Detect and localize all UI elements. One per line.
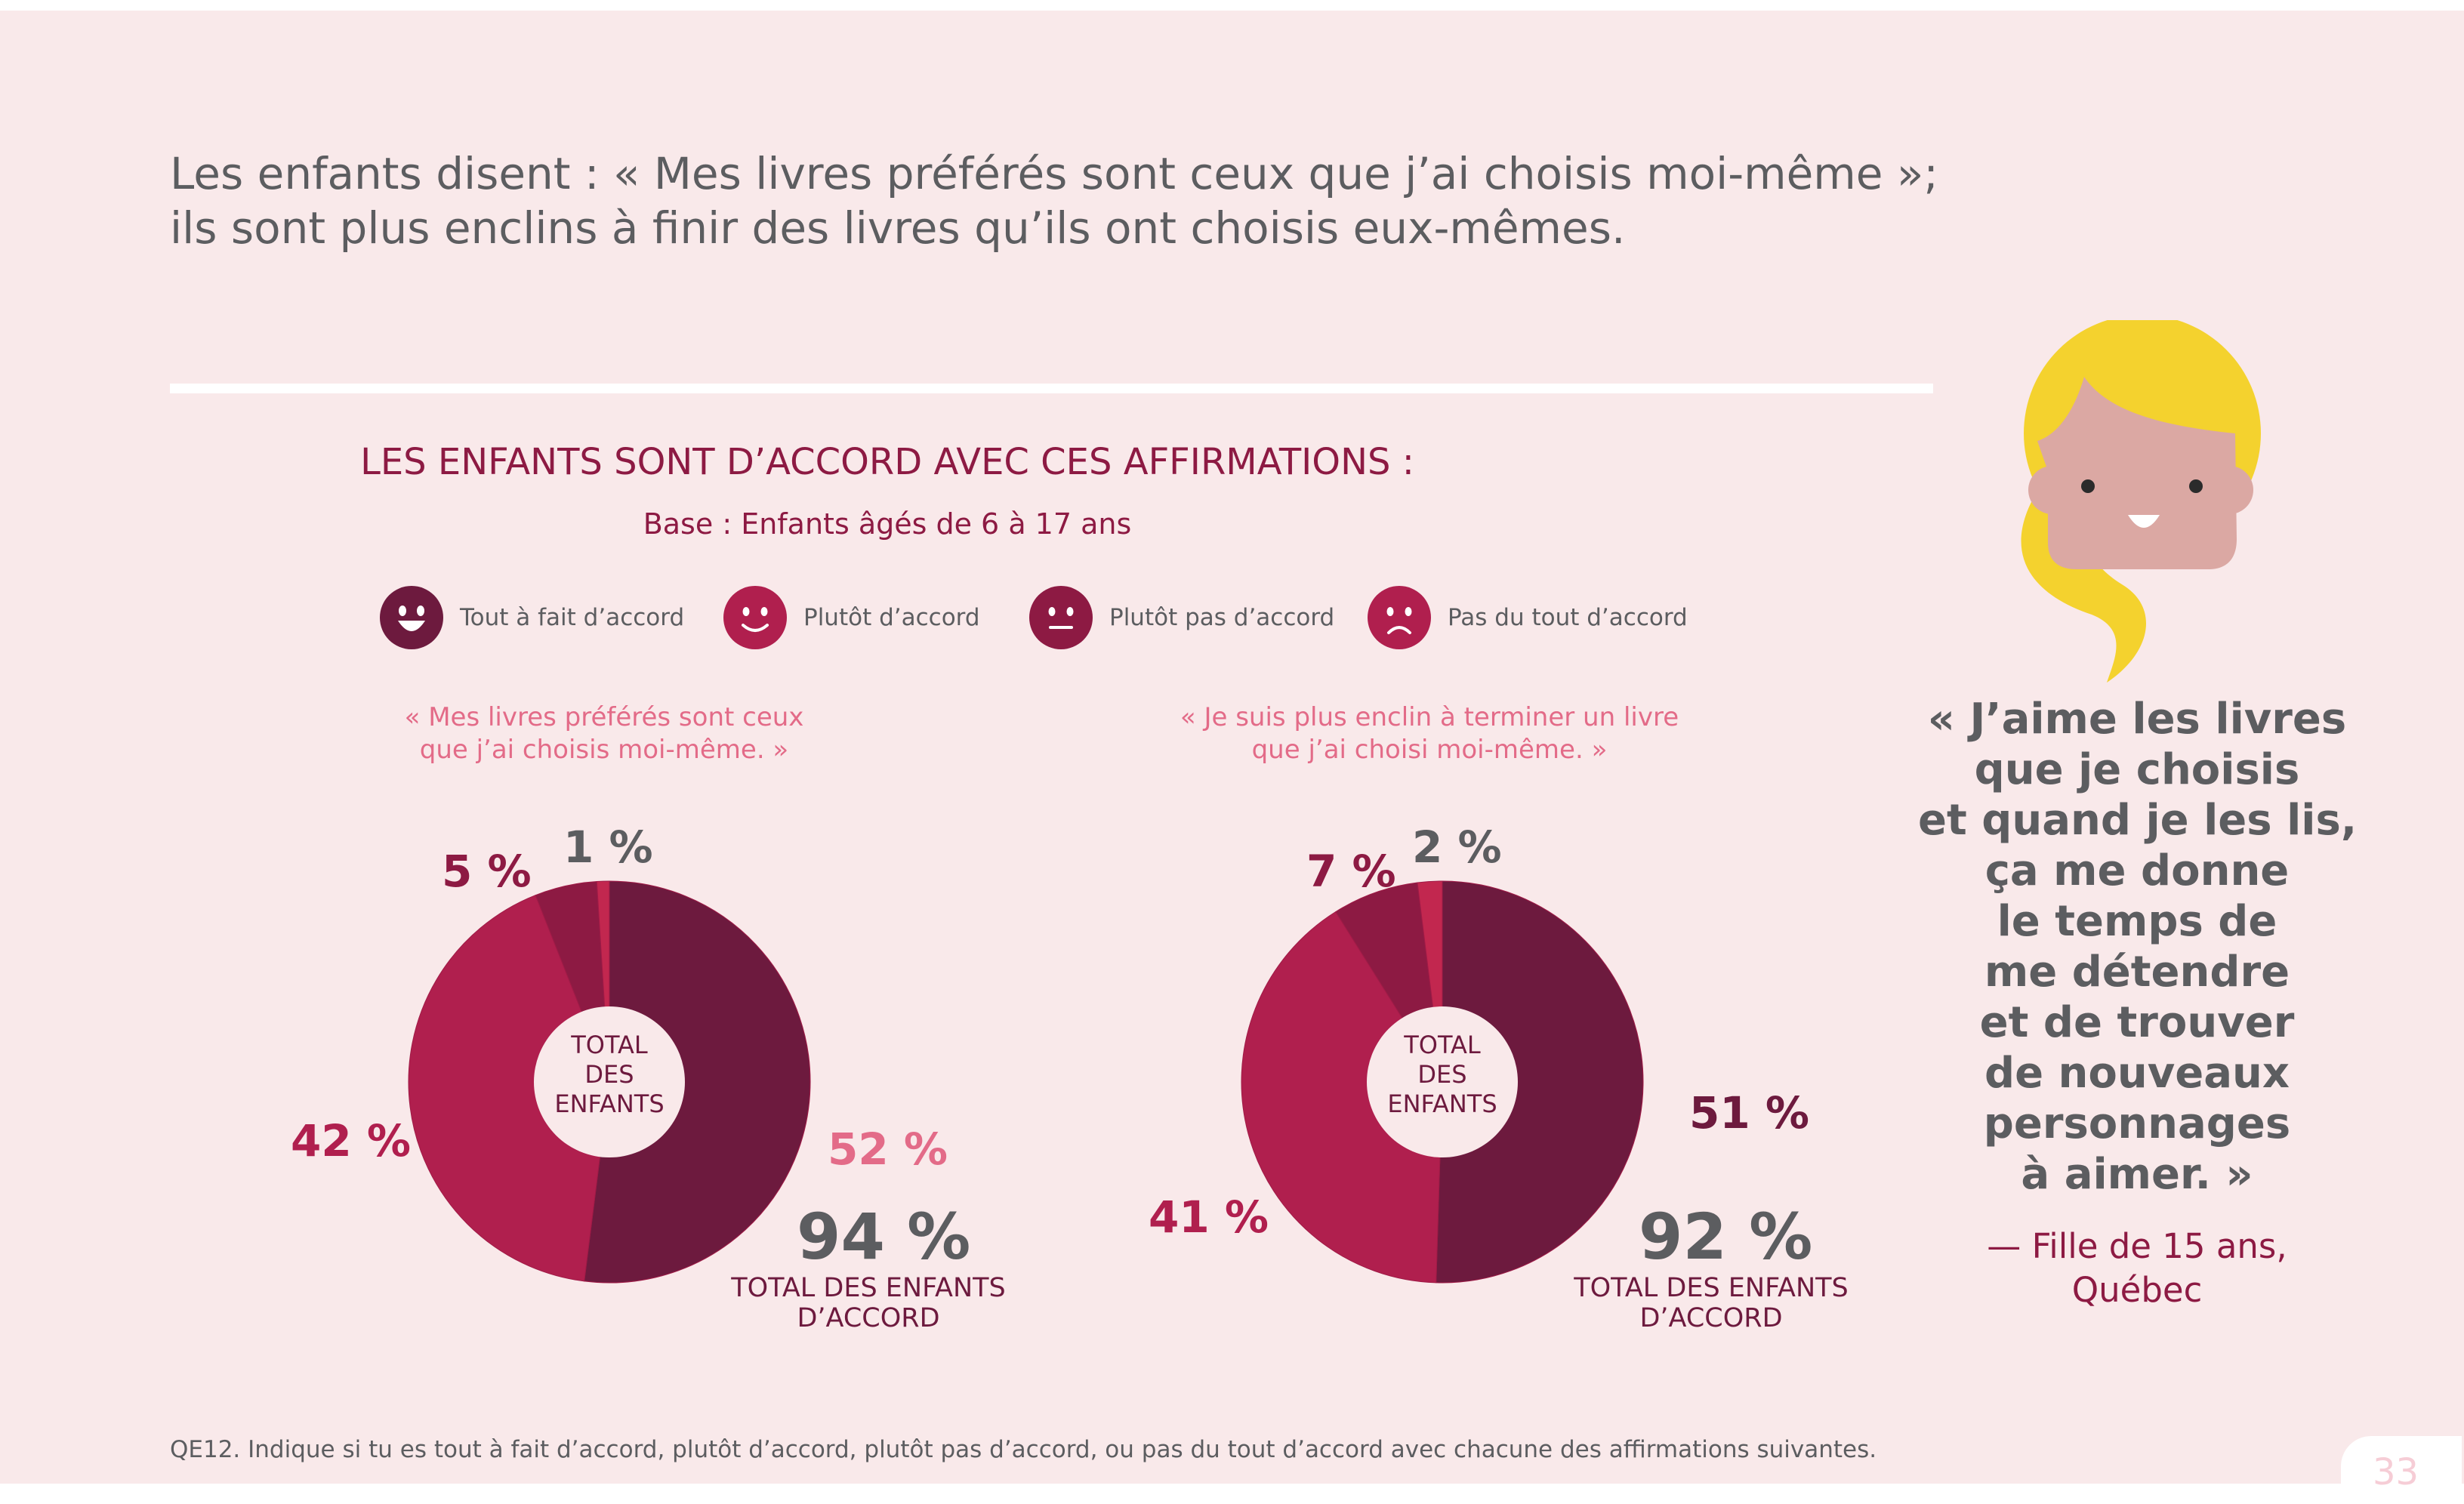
quote-attribution: — Fille de 15 ans, Québec: [1918, 1225, 2356, 1312]
total-caption-line-2: D’ACCORD: [1639, 1303, 1783, 1333]
chart2-question-line-2: que j’ai choisi moi-même. »: [1251, 735, 1608, 765]
page-number-tab: 33: [2341, 1436, 2462, 1504]
frown-face-icon: [1368, 586, 1431, 649]
quote-line: ça me donne: [1984, 846, 2290, 895]
smile-face-icon: [723, 586, 787, 649]
chart2-donut: [1241, 880, 1644, 1284]
legend-label: Pas du tout d’accord: [1448, 604, 1688, 631]
chart2-label-pas-du-tout: 2 %: [1412, 821, 1502, 873]
chart1-label-plutot: 42 %: [291, 1115, 412, 1167]
attribution-line-1: — Fille de 15 ans,: [1987, 1226, 2287, 1266]
chart2-label-tout-a-fait: 51 %: [1689, 1087, 1810, 1139]
quote-line: « J’aime les livres: [1927, 695, 2347, 744]
chart1-slice-plutot: [408, 895, 610, 1282]
chart2-label-plutot-pas: 7 %: [1306, 846, 1396, 897]
chart1-label-plutot-pas: 5 %: [442, 846, 532, 897]
kid-quote: « J’aime les livres que je choisis et qu…: [1918, 694, 2358, 1200]
chart2-total-value: 92 %: [1639, 1200, 1813, 1274]
big-smile-face-icon: [380, 586, 443, 649]
legend-item-pas-du-tout: Pas du tout d’accord: [1368, 586, 1688, 649]
center-label-line: TOTAL: [571, 1031, 648, 1059]
legend-item-plutot-pas: Plutôt pas d’accord: [1029, 586, 1334, 649]
quote-line: à aimer. »: [2021, 1150, 2253, 1199]
quote-line: de nouveaux: [1984, 1049, 2290, 1098]
center-label-line: DES: [1417, 1060, 1467, 1089]
chart2-question: « Je suis plus enclin à terminer un livr…: [1090, 701, 1769, 766]
total-caption-line-2: D’ACCORD: [797, 1303, 940, 1333]
neutral-face-icon: [1029, 586, 1093, 649]
center-label-line: ENFANTS: [554, 1089, 665, 1118]
page-number: 33: [2373, 1451, 2419, 1493]
chart2-label-plutot: 41 %: [1149, 1191, 1269, 1243]
section-divider: [170, 384, 1933, 393]
center-label-line: TOTAL: [1404, 1031, 1481, 1059]
chart1-question-line-2: que j’ai choisis moi-même. »: [419, 735, 789, 765]
page-background: Les enfants disent : « Mes livres préfér…: [0, 11, 2464, 1484]
section-title: LES ENFANTS SONT D’ACCORD AVEC CES AFFIR…: [360, 441, 1414, 483]
total-caption-line-1: TOTAL DES ENFANTS: [1574, 1273, 1849, 1303]
section-subtitle: Base : Enfants âgés de 6 à 17 ans: [643, 507, 1132, 541]
legend-item-plutot: Plutôt d’accord: [723, 586, 980, 649]
chart2-question-line-1: « Je suis plus enclin à terminer un livr…: [1180, 702, 1679, 732]
chart2-slice-tout-a-fait: [1436, 880, 1644, 1284]
legend-label: Plutôt d’accord: [803, 604, 980, 631]
total-caption-line-1: TOTAL DES ENFANTS: [731, 1273, 1006, 1303]
chart2-center-label: TOTAL DES ENFANTS: [1367, 1031, 1518, 1119]
chart2-donut-hole: [1367, 1006, 1518, 1157]
quote-line: me détendre: [1984, 948, 2290, 997]
page-headline: Les enfants disent : « Mes livres préfér…: [170, 146, 1938, 255]
chart1-question: « Mes livres préférés sont ceux que j’ai…: [264, 701, 944, 766]
chart1-total-value: 94 %: [797, 1200, 971, 1274]
chart1-label-pas-du-tout: 1 %: [563, 821, 653, 873]
quote-line: le temps de: [1997, 897, 2277, 946]
chart2-total-caption: TOTAL DES ENFANTS D’ACCORD: [1522, 1273, 1900, 1333]
center-label-line: ENFANTS: [1387, 1089, 1497, 1118]
chart1-center-label: TOTAL DES ENFANTS: [534, 1031, 685, 1119]
chart1-total-caption: TOTAL DES ENFANTS D’ACCORD: [680, 1273, 1057, 1333]
chart1-label-tout-a-fait: 52 %: [828, 1123, 948, 1175]
chart1-slice-tout-a-fait: [584, 880, 811, 1284]
chart1-question-line-1: « Mes livres préférés sont ceux: [404, 702, 804, 732]
headline-line-1: Les enfants disent : « Mes livres préfér…: [170, 148, 1938, 199]
attribution-line-2: Québec: [2071, 1270, 2203, 1310]
quote-line: que je choisis: [1974, 745, 2300, 794]
chart1-donut: [408, 880, 811, 1284]
footnote: QE12. Indique si tu es tout à fait d’acc…: [170, 1436, 1877, 1463]
center-label-line: DES: [584, 1060, 634, 1089]
legend-label: Tout à fait d’accord: [460, 604, 685, 631]
chart1-donut-hole: [534, 1006, 685, 1157]
quote-line: personnages: [1983, 1099, 2291, 1148]
chart2-slice-plutot: [1241, 911, 1443, 1284]
legend-item-tout-a-fait: Tout à fait d’accord: [380, 586, 684, 649]
headline-line-2: ils sont plus enclins à finir des livres…: [170, 202, 1626, 254]
quote-line: et quand je les lis,: [1918, 796, 2358, 845]
quote-line: et de trouver: [1979, 998, 2295, 1047]
girl-illustration: [2021, 320, 2261, 683]
legend-label: Plutôt pas d’accord: [1109, 604, 1335, 631]
